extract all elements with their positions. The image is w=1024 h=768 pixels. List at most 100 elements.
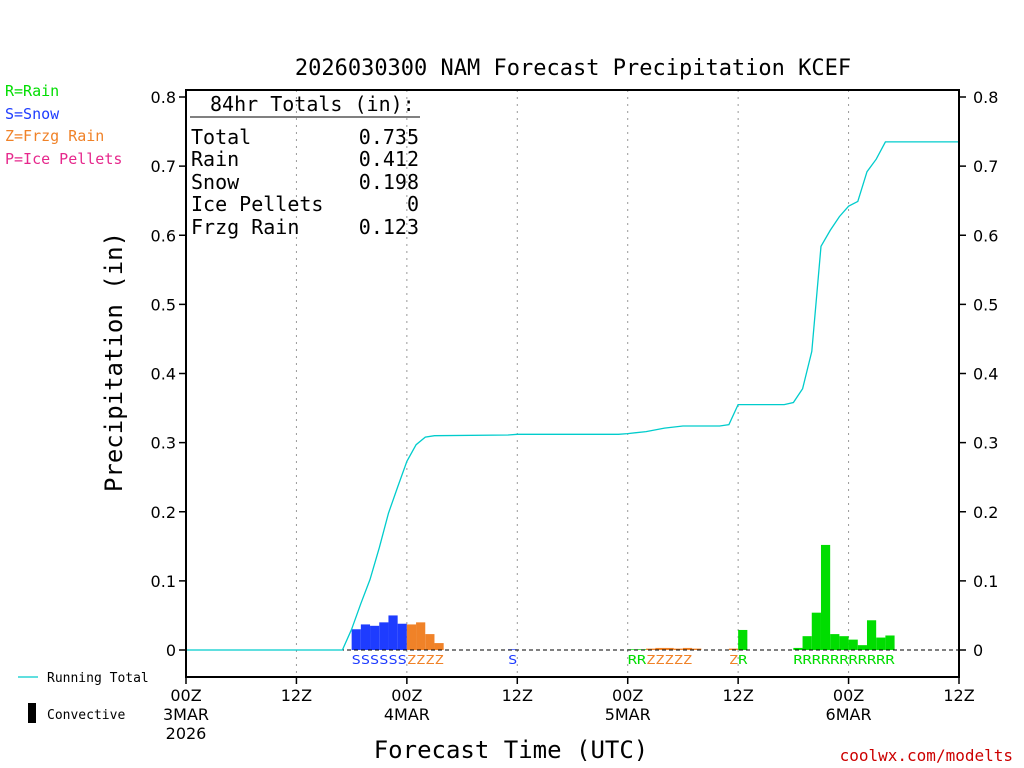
y-tick-label-left-1: 0.1 — [151, 572, 176, 591]
y-tick-label-left-2: 0.2 — [151, 503, 176, 522]
y-tick-label-left-6: 0.6 — [151, 226, 176, 245]
precip-bar-4 — [388, 615, 398, 650]
precip-bar-23 — [811, 612, 821, 650]
x-tick-label-6: 00Z — [833, 686, 864, 705]
ptype-legend: R=Rain S=Snow Z=Frzg Rain P=Ice Pellets — [5, 82, 122, 168]
plot-frame — [185, 89, 960, 678]
x-tick-label-1: 12Z — [281, 686, 312, 705]
ptype-label-2: S — [508, 653, 517, 667]
totals-header: 84hr Totals (in): — [210, 92, 415, 116]
x-tick-date-6: 6MAR — [826, 705, 872, 724]
precip-bar-26 — [839, 636, 849, 650]
totals-box: 84hr Totals (in): Total 0.735 Rain 0.412… — [190, 92, 420, 239]
y-tick-label-right-1: 0.1 — [973, 572, 998, 591]
legend-ice-pellets: P=Ice Pellets — [5, 150, 122, 168]
totals-value-ice-pellets: 0 — [407, 192, 419, 216]
ptype-labels: SSSSSS ZZZZ S RR ZZZZZ Z R RRRRRRRRRRR — [352, 653, 896, 667]
precip-bar-17 — [682, 647, 693, 650]
precip-bar-10 — [508, 649, 518, 650]
precip-bar-14 — [655, 647, 665, 650]
y-tick-label-right-7: 0.7 — [973, 157, 998, 176]
x-tick-label-0: 00Z — [170, 686, 201, 705]
y-tick-label-right-2: 0.2 — [973, 503, 998, 522]
precip-bar-19 — [728, 648, 739, 650]
precip-bar-1 — [360, 624, 371, 650]
y-axis-ticks: 0 0 0.1 0.1 0.2 0.2 0.3 0.3 0.4 0.4 0.5 0.5 0.6 0.6 0.… — [151, 88, 999, 660]
precip-bar-9 — [434, 643, 444, 650]
y-tick-label-right-8: 0.8 — [973, 88, 998, 107]
line-legend: Running Total Convective — [18, 671, 149, 723]
precip-bar-22 — [802, 636, 812, 650]
y-tick-label-left-7: 0.7 — [151, 157, 176, 176]
precip-bar-24 — [820, 544, 831, 650]
totals-value-total: 0.735 — [359, 125, 419, 149]
precip-bar-5 — [397, 623, 407, 650]
totals-label-frzg-rain: Frzg Rain — [191, 215, 299, 239]
precip-bar-27 — [848, 639, 858, 650]
y-axis-label: Precipitation (in) — [100, 232, 128, 492]
y-tick-label-right-0: 0 — [973, 641, 983, 660]
ptype-label-5: Z — [729, 653, 738, 667]
precip-bar-29 — [866, 620, 877, 650]
precip-bar-2 — [370, 625, 380, 650]
precip-bar-15 — [664, 647, 674, 650]
precip-bar-28 — [857, 645, 867, 650]
totals-label-ice-pellets: Ice Pellets — [191, 192, 323, 216]
x-tick-label-4: 00Z — [612, 686, 643, 705]
totals-label-snow: Snow — [191, 170, 240, 194]
credit-text: coolwx.com/modelts — [840, 746, 1013, 765]
running-total-line — [186, 141, 959, 651]
precip-bar-31 — [885, 635, 895, 650]
precip-bar-21 — [793, 647, 803, 650]
ptype-label-1: ZZZZ — [407, 653, 444, 667]
precip-bar-25 — [830, 634, 840, 650]
convective-legend-label: Convective — [47, 708, 125, 723]
chart-title: 2026030300 NAM Forecast Precipitation KC… — [295, 56, 851, 81]
y-tick-label-left-3: 0.3 — [151, 434, 176, 453]
precip-bar-0 — [351, 629, 361, 650]
ptype-label-3: RR — [628, 653, 647, 667]
precip-bar-3 — [379, 622, 389, 650]
precip-bars — [351, 544, 895, 650]
precip-bar-13 — [646, 648, 656, 650]
precip-bar-18 — [692, 648, 702, 650]
x-tick-label-2: 00Z — [391, 686, 422, 705]
y-tick-label-left-4: 0.4 — [151, 365, 176, 384]
y-tick-label-right-4: 0.4 — [973, 365, 998, 384]
y-tick-label-left-5: 0.5 — [151, 295, 176, 314]
totals-value-snow: 0.198 — [359, 170, 419, 194]
precip-bar-20 — [738, 629, 748, 650]
totals-label-total: Total — [191, 125, 251, 149]
precip-bar-30 — [876, 637, 886, 650]
precip-bar-7 — [416, 622, 426, 650]
legend-rain: R=Rain — [5, 82, 59, 100]
precip-bar-11 — [627, 649, 637, 650]
precip-bar-6 — [406, 624, 417, 650]
y-tick-label-right-6: 0.6 — [973, 226, 998, 245]
ptype-label-4: ZZZZZ — [646, 653, 692, 667]
x-tick-label-5: 12Z — [722, 686, 753, 705]
ptype-label-6: R — [738, 653, 748, 667]
legend-frzg-rain: Z=Frzg Rain — [5, 127, 104, 145]
ptype-label-7: RRRRRRRRRRR — [793, 653, 895, 667]
x-tick-date-4: 5MAR — [605, 705, 651, 724]
y-tick-label-left-0: 0 — [166, 641, 176, 660]
x-tick-date-2: 4MAR — [384, 705, 430, 724]
totals-value-frzg-rain: 0.123 — [359, 215, 419, 239]
totals-value-rain: 0.412 — [359, 147, 419, 171]
ptype-label-0: SSSSSS — [352, 653, 407, 667]
x-axis-label: Forecast Time (UTC) — [374, 736, 649, 764]
running-total-legend-label: Running Total — [47, 671, 149, 686]
y-tick-label-left-8: 0.8 — [151, 88, 176, 107]
y-tick-label-right-5: 0.5 — [973, 295, 998, 314]
x-tick-label-7: 12Z — [943, 686, 974, 705]
legend-snow: S=Snow — [5, 105, 60, 123]
precip-bar-16 — [673, 648, 683, 650]
x-tick-date-0: 3MAR — [163, 705, 209, 724]
y-tick-label-right-3: 0.3 — [973, 434, 998, 453]
convective-swatch — [28, 703, 36, 723]
x-tick-label-3: 12Z — [502, 686, 533, 705]
precip-bar-8 — [425, 634, 435, 650]
